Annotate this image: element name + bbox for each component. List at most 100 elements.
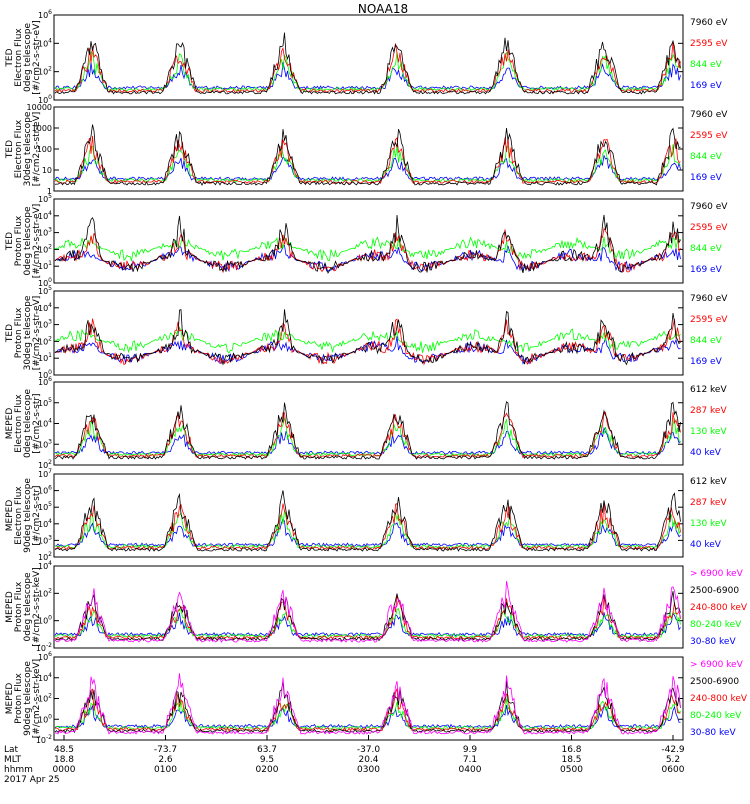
- figure-title: NOAA18: [358, 2, 408, 16]
- ytick-base: 10: [38, 287, 48, 296]
- panels-group: TED Electron Flux 0deg telescope [#/cm2-s-s…: [5, 9, 748, 745]
- ytick-label: 100: [37, 145, 52, 154]
- ytick-exponent: 6: [48, 376, 52, 383]
- legend-entry: 7960 eV: [690, 110, 728, 120]
- ytick-label: 105: [38, 193, 52, 204]
- ytick-base: 10: [38, 520, 48, 529]
- legend-entry: 169 eV: [690, 81, 723, 91]
- legend-entry: 169 eV: [690, 265, 723, 275]
- ylabel-line: Proton Flux: [14, 581, 24, 632]
- ytick-label: 102: [38, 459, 52, 470]
- ytick-exponent: 4: [48, 560, 52, 567]
- ylabel-line: Proton Flux: [14, 215, 24, 266]
- xaxis-row-label: hhmm: [4, 765, 33, 775]
- panel-5: MEPED Electron Flux 0deg telescope [#/cm2-s…: [5, 376, 727, 470]
- ytick-base: 10: [38, 378, 48, 387]
- ytick-label: 103: [38, 438, 52, 449]
- ytick-base: 10: [38, 470, 48, 479]
- legend-entry: 40 keV: [690, 540, 722, 550]
- xaxis-row-label: MLT: [4, 755, 22, 765]
- ytick-exponent: 6: [48, 9, 52, 16]
- xtick-mlt: 20.4: [358, 755, 378, 765]
- ytick-base: 10: [38, 304, 48, 313]
- ylabel-line: TED: [5, 48, 15, 67]
- ytick-base: 10: [38, 354, 48, 363]
- ylabel-line: [#/cm2-s-str]: [32, 393, 42, 453]
- legend-entry: 240-800 keV: [690, 694, 748, 704]
- ytick-label: 101: [38, 260, 52, 271]
- ytick-label: 101: [38, 352, 52, 363]
- ytick-base: 10: [38, 553, 48, 562]
- ytick-exponent: 3: [48, 534, 52, 541]
- series-trace: [54, 135, 681, 185]
- ylabel-line: Electron Flux: [14, 28, 24, 87]
- ytick-base: 10: [38, 337, 48, 346]
- ytick-exponent: 7: [48, 468, 52, 475]
- ylabel-line: 0deg telescope: [23, 572, 33, 642]
- ytick-base: 10: [38, 674, 48, 683]
- xtick-lat: -37.0: [357, 745, 381, 755]
- ytick-base: 10: [38, 440, 48, 449]
- series-trace: [54, 214, 681, 274]
- ytick-label: 105: [38, 285, 52, 296]
- xtick-lat: 9.9: [463, 745, 478, 755]
- xtick-mlt: 18.8: [54, 755, 74, 765]
- series-trace: [54, 490, 681, 552]
- ylabel-line: [#/cm2-s-str-keV]: [32, 567, 42, 646]
- ytick-exponent: -2: [46, 734, 52, 741]
- series-trace: [54, 154, 681, 182]
- ytick-exponent: 3: [48, 319, 52, 326]
- series-trace: [54, 688, 681, 732]
- legend-entry: 612 keV: [690, 385, 727, 395]
- legend-entry: 612 keV: [690, 477, 727, 487]
- series-trace: [54, 680, 681, 734]
- ytick-base: 10: [38, 11, 48, 20]
- series-trace: [54, 698, 681, 731]
- xtick-mlt: 5.2: [666, 755, 680, 765]
- xtick-hhmm: 0500: [560, 765, 583, 775]
- xtick-lat: 63.7: [257, 745, 277, 755]
- series-trace: [54, 510, 681, 549]
- ytick-base: 10: [38, 653, 48, 662]
- series-trace: [54, 426, 681, 455]
- ytick-exponent: 4: [48, 418, 52, 425]
- series-trace: [54, 673, 681, 735]
- ytick-label: 106: [38, 651, 52, 662]
- legend-entry: 844 eV: [690, 336, 723, 346]
- legend-entry: 287 keV: [690, 498, 727, 508]
- ylabel-line: MEPED: [5, 500, 15, 532]
- ytick-base: 10: [38, 279, 48, 288]
- series-trace: [54, 591, 681, 642]
- ytick-label: 104: [38, 302, 52, 313]
- ytick-label: 100: [38, 94, 52, 105]
- ytick-label: 102: [38, 551, 52, 562]
- panel-6: MEPED Electron Flux 90deg telescope [#/cm2-…: [5, 468, 727, 562]
- series-trace: [54, 518, 681, 548]
- ytick-base: 10: [38, 229, 48, 238]
- legend-entry: 40 keV: [690, 448, 722, 458]
- ylabel-line: 30deg telescope: [23, 295, 33, 370]
- legend-entry: 30-80 keV: [690, 637, 736, 647]
- ylabel-line: 30deg telescope: [23, 111, 33, 186]
- series-trace: [54, 41, 681, 94]
- series-trace: [54, 318, 681, 366]
- ylabel-line: Electron Flux: [14, 394, 24, 453]
- series-trace: [54, 411, 681, 459]
- ylabel-line: MEPED: [5, 408, 15, 440]
- ytick-exponent: 3: [48, 438, 52, 445]
- ylabel-line: TED: [5, 324, 15, 343]
- panel-frame: [53, 198, 684, 284]
- legend-entry: 2500-6900: [690, 586, 739, 596]
- panel-frame: [53, 381, 684, 466]
- ytick-exponent: 2: [48, 459, 52, 466]
- legend-entry: > 6900 keV: [690, 569, 744, 579]
- ylabel-line: Proton Flux: [14, 673, 24, 724]
- ytick-label: 106: [38, 376, 52, 387]
- ytick-label: 102: [38, 66, 52, 77]
- xtick-mlt: 9.5: [260, 755, 274, 765]
- legend-entry: 2500-6900: [690, 677, 739, 687]
- legend-entry: 130 keV: [690, 519, 727, 529]
